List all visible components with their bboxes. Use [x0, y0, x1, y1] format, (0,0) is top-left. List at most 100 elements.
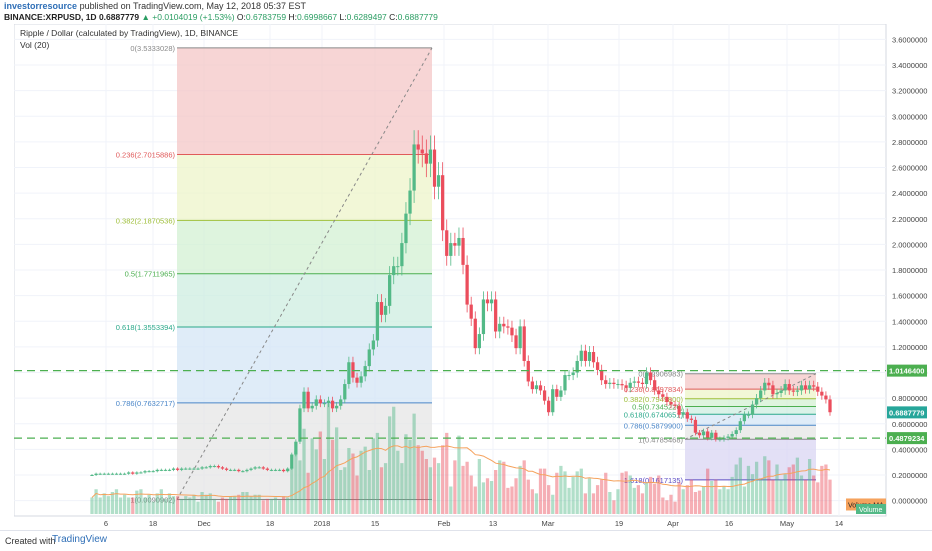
candle-body	[98, 473, 102, 475]
candle-body	[306, 391, 310, 409]
candle-body	[167, 469, 172, 471]
volume-bar	[759, 478, 763, 514]
volume-bar	[812, 475, 816, 514]
volume-bar	[139, 489, 143, 514]
candle-body	[701, 431, 706, 436]
volume-bar	[681, 489, 685, 514]
volume-bar	[347, 448, 351, 514]
candle-body	[175, 468, 180, 470]
candle-body	[228, 469, 233, 471]
candle-body	[812, 385, 816, 387]
volume-bar	[807, 459, 812, 514]
candle-body	[367, 349, 371, 367]
candle-body	[196, 468, 200, 470]
candle-body	[212, 466, 216, 468]
y-tick-label: 1.2000000	[892, 343, 927, 352]
candle-body	[441, 175, 445, 231]
x-tick-label: 16	[725, 519, 733, 528]
volume-bar	[530, 489, 534, 514]
volume-bar	[612, 500, 616, 514]
candle-body	[542, 390, 547, 401]
candle-body	[290, 454, 294, 469]
volume-bar	[371, 438, 375, 514]
candle-body	[693, 419, 698, 433]
candle-body	[518, 326, 522, 349]
candle-body	[681, 412, 685, 415]
volume-bar	[432, 457, 437, 514]
candle-body	[502, 323, 506, 327]
candle-body	[530, 381, 534, 390]
volume-bar	[261, 500, 265, 514]
volume-bar	[249, 496, 253, 514]
symbol-name: BINANCE:XRPUSD, 1D	[4, 12, 97, 22]
candle-body	[718, 439, 722, 441]
volume-bar	[184, 496, 188, 514]
candle-body	[759, 390, 763, 399]
y-tick-label: 0.0000000	[892, 497, 927, 506]
volume-bar	[90, 497, 94, 514]
candle-body	[653, 380, 657, 391]
candle-body	[261, 467, 265, 469]
candle-body	[469, 304, 473, 319]
candle-body	[514, 335, 518, 349]
x-tick-label: 2018	[314, 519, 331, 528]
volume-bar	[828, 479, 832, 514]
candle-body	[750, 404, 755, 415]
created-with-text: Created with	[5, 536, 56, 546]
candle-body	[400, 243, 404, 267]
candle-body	[791, 390, 795, 392]
volume-bar	[730, 476, 734, 514]
candle-body	[159, 469, 163, 471]
volume-bar	[343, 467, 347, 514]
candle-body	[90, 475, 94, 476]
volume-bar	[710, 481, 714, 514]
volume-bar	[542, 468, 547, 514]
volume-bar	[122, 494, 127, 514]
candle-body	[620, 384, 624, 386]
candle-body	[216, 466, 221, 468]
candle-body	[465, 264, 469, 305]
fib-small-level-label: 0.786(0.5879900)	[624, 421, 684, 430]
candle-body	[359, 376, 363, 383]
candle-body	[200, 467, 204, 469]
volume-bar	[816, 482, 820, 514]
candle-body	[583, 350, 587, 361]
author-link[interactable]: investorresource	[4, 1, 78, 11]
volume-bar	[746, 465, 751, 514]
candle-body	[233, 469, 237, 471]
tradingview-logo[interactable]: TradingView	[52, 534, 108, 545]
candle-body	[449, 243, 453, 256]
volume-bar	[180, 498, 184, 514]
candle-body	[587, 352, 592, 361]
fib-small-zone	[685, 406, 816, 415]
volume-bar	[461, 465, 465, 514]
candle-body	[730, 434, 734, 437]
fib-big-zone	[177, 326, 432, 403]
volume-bar	[604, 472, 608, 514]
volume-bar	[131, 497, 135, 514]
fib-small-zone	[685, 414, 816, 426]
volume-bar	[273, 497, 278, 514]
candle-body	[661, 394, 665, 397]
candle-body	[139, 472, 143, 474]
candle-body	[506, 326, 510, 328]
price-chart[interactable]: 3.6000000 3.4000000 3.2000000 3.0000000 2.80…	[14, 24, 928, 528]
fib-small-zone	[685, 389, 816, 399]
volume-bar	[498, 460, 502, 514]
volume-bar	[522, 460, 526, 514]
volume-bar	[277, 500, 282, 514]
candle-body	[624, 385, 628, 388]
candle-body	[457, 237, 461, 246]
candle-body	[485, 299, 490, 304]
candle-body	[102, 473, 106, 475]
volume-bar	[518, 465, 522, 514]
candle-body	[416, 144, 420, 150]
volume-bar	[824, 464, 828, 514]
candle-body	[477, 334, 481, 349]
volume-bar	[436, 463, 441, 514]
fib-small-level-label: 0(0.9906983)	[638, 370, 683, 379]
volume-bar	[742, 486, 747, 514]
volume-bar	[445, 432, 449, 514]
fib-small-level-label: 1.618(0.1617135)	[624, 476, 684, 485]
candle-body	[575, 360, 579, 373]
